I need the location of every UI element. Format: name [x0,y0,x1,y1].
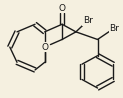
Text: Br: Br [83,16,93,25]
Text: Br: Br [109,24,119,33]
Text: O: O [41,43,48,52]
Text: O: O [59,4,66,13]
